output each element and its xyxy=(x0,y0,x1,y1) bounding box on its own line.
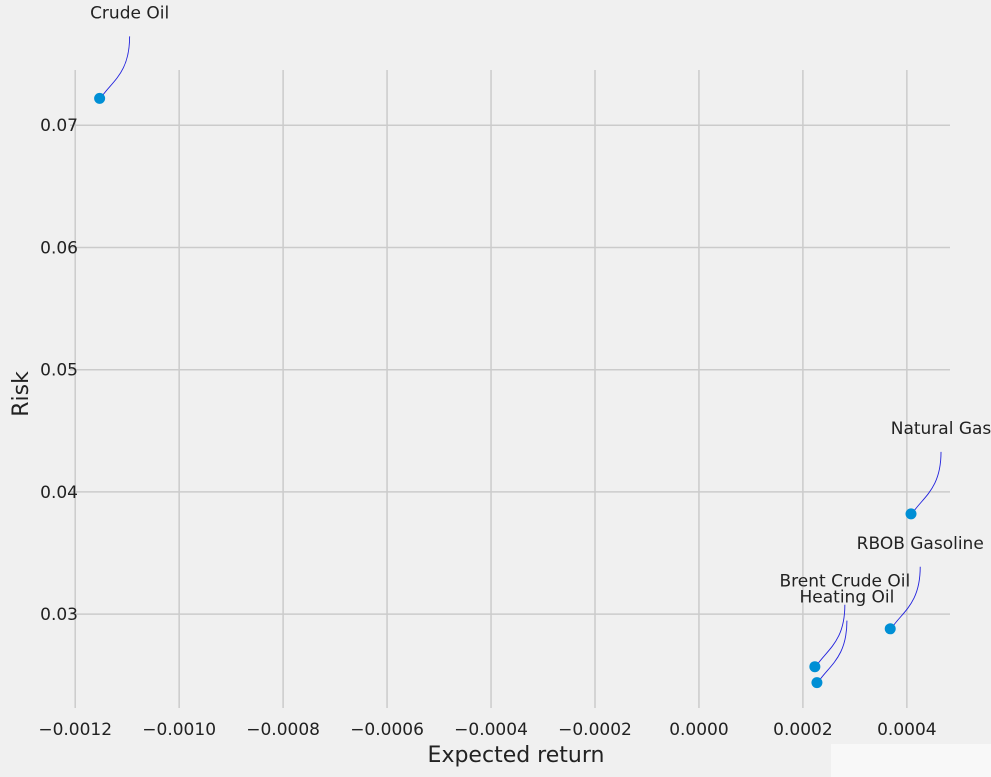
data-points xyxy=(94,92,917,689)
y-axis-label: Risk xyxy=(9,371,34,417)
x-tick-labels: −0.0012 −0.0010 −0.0008 −0.0006 −0.0004 −0.00… xyxy=(38,720,936,740)
annotation-connector xyxy=(892,566,921,627)
x-tick-label: −0.0012 xyxy=(38,720,112,740)
data-point xyxy=(811,677,823,689)
x-tick-label: −0.0004 xyxy=(454,720,528,740)
x-tick-label: −0.0002 xyxy=(558,720,632,740)
grid-lines xyxy=(70,70,950,708)
y-tick-label: 0.07 xyxy=(40,116,78,136)
annotation-label: Heating Oil xyxy=(800,588,895,608)
annotation-label: Crude Oil xyxy=(90,3,169,23)
x-tick-label: 0.0004 xyxy=(877,720,936,740)
annotation-label: RBOB Gasoline xyxy=(857,534,984,554)
annotation-label: Natural Gas xyxy=(891,419,991,439)
corner-panel xyxy=(831,744,991,777)
y-tick-label: 0.03 xyxy=(40,605,78,625)
x-tick-label: 0.0000 xyxy=(669,720,728,740)
y-tick-label: 0.05 xyxy=(40,361,78,381)
y-tick-labels: 0.03 0.04 0.05 0.06 0.07 xyxy=(40,116,78,625)
data-point xyxy=(905,508,917,520)
annotation-label: Brent Crude Oil xyxy=(780,572,911,592)
annotation-connector xyxy=(817,604,846,664)
data-point xyxy=(884,623,896,635)
annotation-connector xyxy=(102,36,131,96)
x-tick-label: −0.0008 xyxy=(246,720,320,740)
annotations: Crude Oil Natural Gas RBOB Gasoline Brent C… xyxy=(90,3,991,680)
x-tick-label: −0.0010 xyxy=(142,720,216,740)
x-axis-label: Expected return xyxy=(428,743,605,768)
y-tick-label: 0.04 xyxy=(40,483,78,503)
y-tick-label: 0.06 xyxy=(40,238,78,258)
x-tick-label: 0.0002 xyxy=(773,720,832,740)
data-point xyxy=(94,92,106,104)
annotation-connector xyxy=(819,620,848,680)
annotation-connector xyxy=(913,451,942,512)
data-point xyxy=(809,661,821,673)
x-tick-label: −0.0006 xyxy=(350,720,424,740)
